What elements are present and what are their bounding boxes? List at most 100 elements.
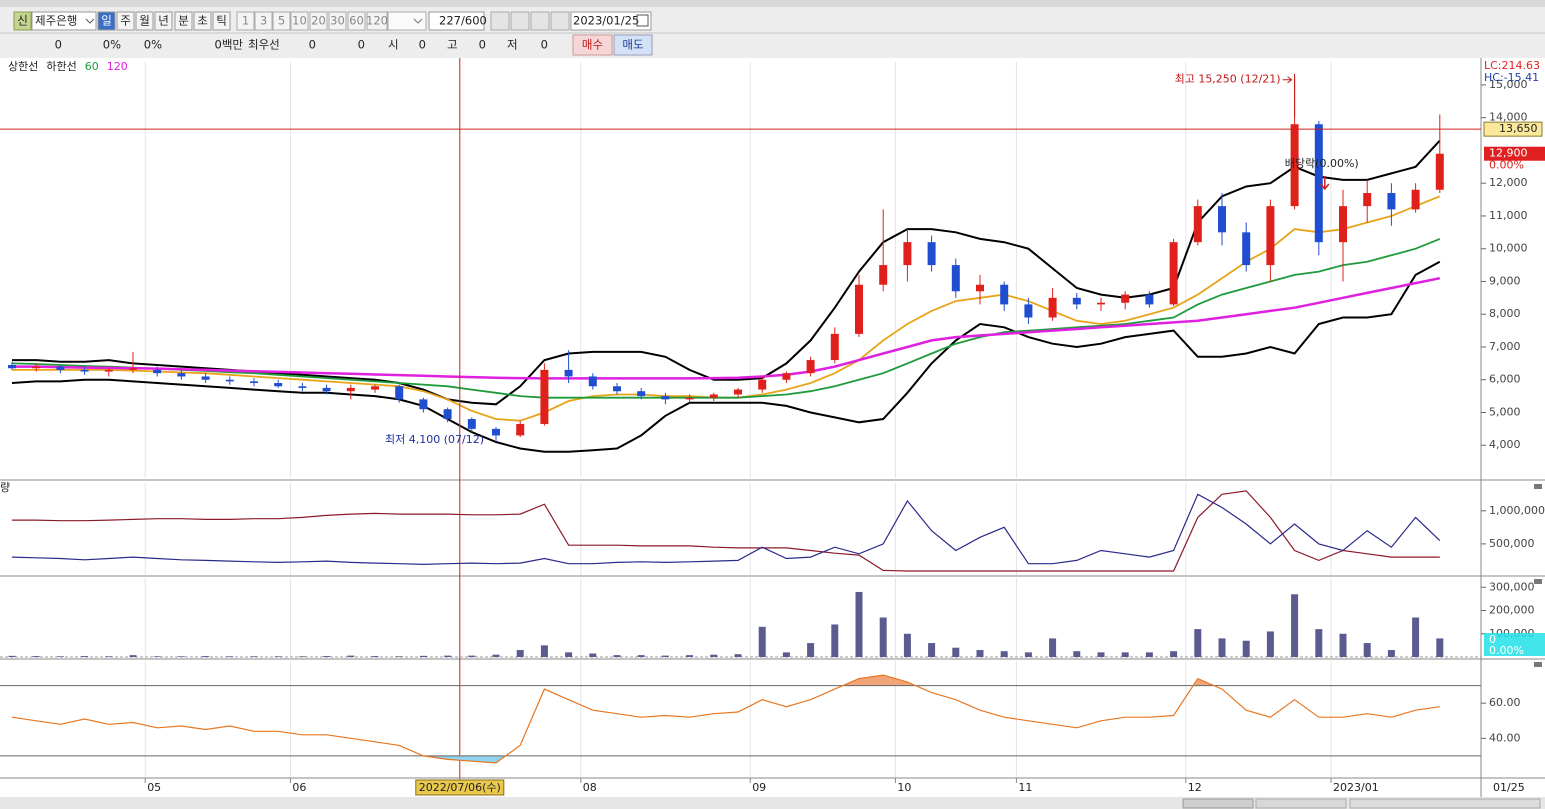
period-button[interactable] — [212, 11, 231, 31]
dropdown-arrow — [413, 18, 423, 24]
interval-button[interactable] — [236, 11, 255, 31]
sell-button[interactable] — [613, 34, 653, 56]
candle-body — [467, 419, 476, 429]
pane-close[interactable] — [1534, 662, 1542, 667]
y-tick-label: 200,000 — [1489, 604, 1535, 617]
quote-field: 저 — [507, 38, 518, 52]
period-label: 틱 — [216, 14, 227, 28]
settings-icon[interactable] — [550, 11, 570, 31]
period-button[interactable] — [97, 11, 116, 31]
market-badge-box[interactable] — [13, 11, 32, 31]
stock-input[interactable] — [31, 11, 97, 31]
candle-body — [56, 366, 65, 370]
candle-body — [1387, 193, 1396, 210]
hc-label: HC:-15.41 — [1484, 71, 1539, 84]
candle-body — [806, 360, 815, 374]
save-icon[interactable] — [530, 11, 550, 31]
legend-entry: 상한선 — [8, 60, 38, 73]
unit-select[interactable] — [387, 11, 427, 31]
bar — [1194, 629, 1202, 657]
price-line-label: 13,650 — [1499, 122, 1538, 135]
dividend-arrow — [1320, 176, 1330, 191]
interval-button[interactable] — [328, 11, 347, 31]
bar — [274, 656, 282, 657]
candle-body — [1363, 193, 1372, 207]
candle-body — [250, 381, 258, 384]
candle-body — [1097, 302, 1105, 305]
x-tick-label: 10 — [897, 781, 911, 794]
interval-button[interactable] — [254, 11, 273, 31]
candle-body — [1411, 189, 1420, 210]
buy-button[interactable] — [572, 34, 613, 56]
dropdown-arrow — [85, 18, 95, 24]
pane-close[interactable] — [1534, 579, 1542, 584]
candle-body — [395, 386, 404, 400]
bar — [105, 656, 113, 657]
quote-field: 시 — [388, 38, 399, 52]
quote-field: 고 — [447, 38, 458, 52]
period-button[interactable] — [154, 11, 173, 31]
bar — [758, 626, 766, 657]
dividend-annotation: 배당락(0.00%) — [1285, 157, 1359, 170]
scrollbar[interactable] — [1255, 798, 1347, 809]
bar — [565, 652, 573, 657]
bar — [516, 650, 524, 657]
indicator-line — [11, 260, 1441, 453]
interval-button[interactable] — [272, 11, 291, 31]
count-max: /600 — [461, 14, 487, 28]
candle-body — [1000, 284, 1009, 305]
bar — [226, 656, 234, 657]
period-label: 초 — [197, 14, 208, 28]
low-annotation: 최저 4,100 (07/12) — [385, 433, 484, 446]
price-line-box — [1483, 121, 1543, 137]
interval-button[interactable] — [309, 11, 328, 31]
period-button[interactable] — [116, 11, 135, 31]
interval-label: 20 — [311, 14, 326, 28]
tool-icon[interactable] — [490, 11, 510, 31]
candle-body — [298, 386, 307, 388]
period-button[interactable] — [174, 11, 193, 31]
period-label: 일 — [101, 14, 112, 28]
bar — [1412, 617, 1420, 657]
bar — [879, 617, 887, 657]
quote-field: 0백만 — [215, 38, 244, 52]
line-series — [11, 674, 1440, 764]
zoom-tools[interactable] — [1349, 798, 1541, 809]
interval-label: 30 — [330, 14, 345, 28]
candle-body — [201, 376, 210, 380]
y-tick-label: 60.00 — [1489, 696, 1521, 709]
scroll-buttons[interactable] — [1182, 798, 1254, 809]
date-input[interactable] — [570, 11, 652, 31]
candle-body — [129, 368, 137, 370]
y-tick-label: 14,000 — [1489, 111, 1528, 124]
candle-body — [540, 369, 549, 424]
bar — [1000, 651, 1008, 657]
bar — [1291, 594, 1299, 657]
pane-close[interactable] — [1534, 484, 1542, 489]
bar — [8, 655, 16, 657]
calendar-icon[interactable] — [636, 14, 649, 27]
bar — [202, 656, 210, 657]
count-input[interactable] — [428, 11, 485, 31]
bar — [1315, 629, 1323, 657]
bar — [347, 655, 355, 657]
interval-button[interactable] — [290, 11, 309, 31]
bar — [468, 655, 476, 657]
line-series — [11, 493, 1441, 566]
bar — [1387, 650, 1395, 657]
bar — [734, 654, 742, 657]
tool-icon[interactable] — [510, 11, 530, 31]
lc-label: LC:214.63 — [1484, 59, 1540, 72]
interval-button[interactable] — [347, 11, 366, 31]
candle-body — [153, 369, 162, 374]
period-button[interactable] — [135, 11, 154, 31]
candle-body — [104, 369, 113, 372]
interval-button[interactable] — [366, 11, 388, 31]
candle-body — [951, 265, 960, 292]
period-button[interactable] — [193, 11, 212, 31]
candle-body — [516, 423, 525, 436]
candle-body — [564, 369, 573, 377]
bar — [1266, 631, 1274, 657]
